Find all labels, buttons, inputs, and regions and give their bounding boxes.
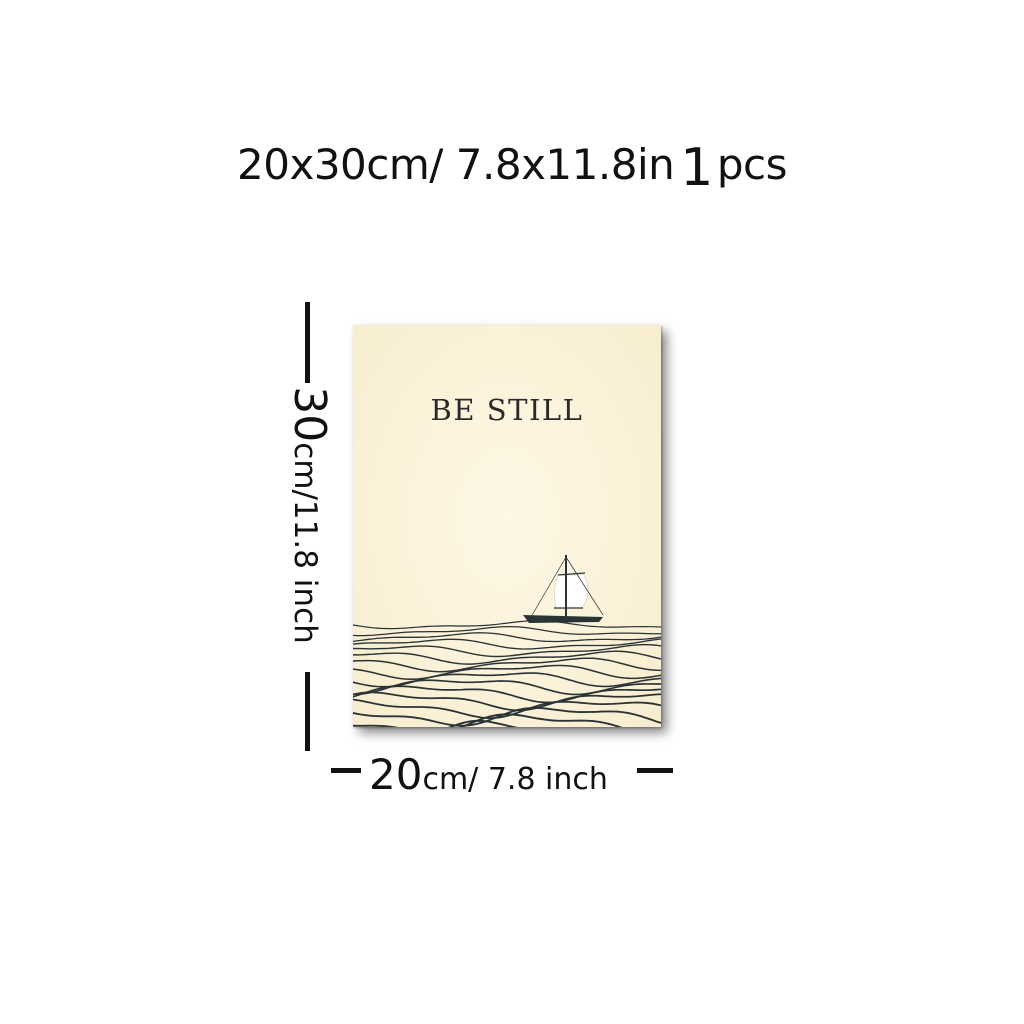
quantity-number: 1 [680, 138, 713, 198]
sailboat-icon [523, 555, 604, 623]
wave-line [353, 664, 661, 680]
width-unit: cm/ 7.8 inch [422, 762, 608, 797]
wave-line [353, 672, 661, 688]
wave-line [353, 620, 661, 630]
wave-line [353, 625, 661, 637]
wave-line [353, 643, 661, 658]
width-marker-right [637, 768, 673, 773]
size-text: 20x30cm/ 7.8x11.8in [237, 140, 675, 189]
quantity-unit: pcs [716, 140, 788, 189]
wave-line [353, 632, 661, 643]
wave-line [353, 691, 661, 712]
poster-title: BE STILL [430, 393, 584, 427]
wave-line [353, 679, 661, 696]
wave-line [353, 707, 661, 727]
width-label: 20cm/ 7.8 inch [369, 750, 608, 805]
wave-line [353, 650, 661, 665]
wave-line [353, 638, 661, 650]
height-marker-bottom [305, 672, 310, 751]
wave-line [353, 657, 661, 673]
height-value: 30 [284, 386, 335, 443]
wave-line [353, 713, 623, 727]
width-marker-left [331, 768, 361, 773]
wave-line [353, 698, 661, 720]
wave-line [353, 685, 661, 704]
width-value: 20 [369, 750, 423, 799]
wave-line [448, 719, 518, 727]
poster: BE STILL [353, 325, 661, 727]
height-marker-top [305, 302, 310, 383]
height-unit: cm/11.8 inch [287, 442, 323, 644]
sailboat-waves-illustration [353, 555, 661, 727]
size-header: 20x30cm/ 7.8x11.8in 1pcs [0, 130, 1024, 198]
